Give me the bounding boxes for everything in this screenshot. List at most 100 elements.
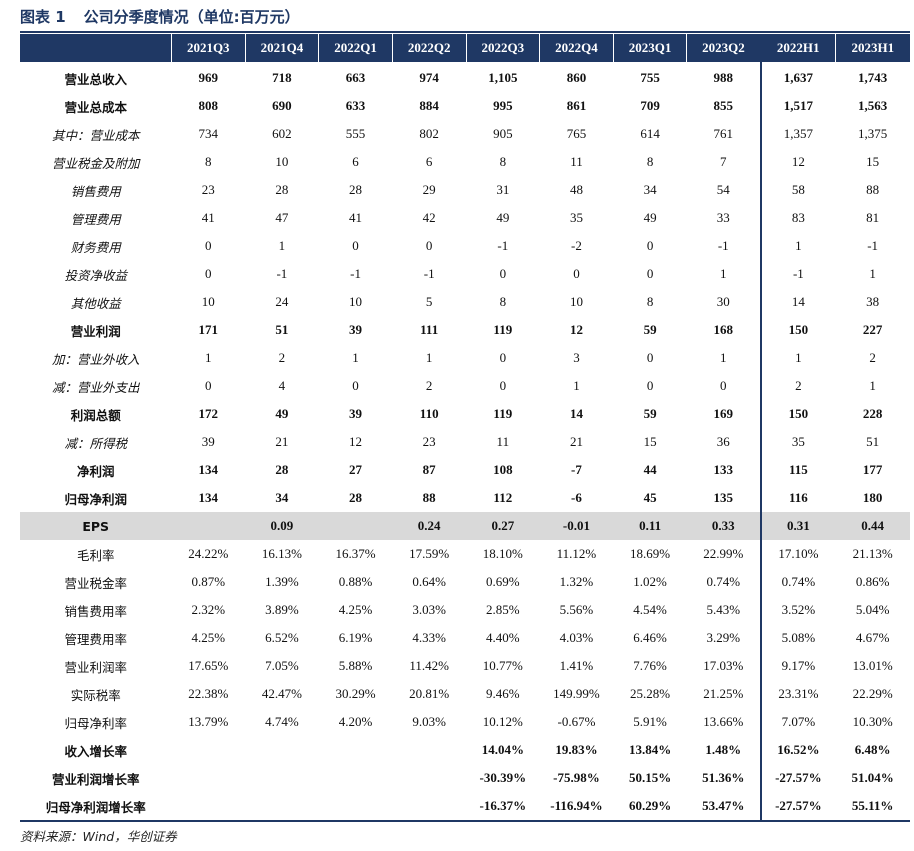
table-cell: 0.74% (706, 574, 741, 589)
table-cell: 11 (496, 434, 510, 449)
table-cell: 51 (275, 322, 289, 337)
column-header: 2023H1 (834, 34, 910, 62)
table-cell: 0 (205, 266, 212, 281)
table-cell: 17.65% (188, 658, 229, 673)
table-cell: 38 (866, 294, 880, 309)
table-cell: 1,517 (759, 92, 836, 120)
table-cell: 28 (275, 182, 289, 197)
row-label: 利润总额 (70, 407, 121, 423)
table-cell: 761 (713, 126, 733, 141)
table-cell: 8 (499, 294, 507, 309)
table-cell: 1 (869, 378, 876, 393)
table-cell: 14 (759, 288, 836, 316)
row-label: 管理费用 (70, 211, 121, 227)
table-row: 归母净利润增长率 -16.37% -116.94% 60.29% 53.47% -27.5… (20, 792, 910, 820)
table-cell: 10 (569, 294, 583, 309)
column-header: 2021Q4 (244, 34, 319, 62)
table-cell: 1,375 (857, 126, 888, 141)
row-label: 归母净利率 (64, 715, 127, 731)
table-cell: 0.74% (759, 568, 836, 596)
table-cell: 0 (646, 238, 654, 253)
table-cell: 51.36% (702, 770, 745, 785)
table-cell: 8 (646, 294, 654, 309)
table-cell (318, 512, 393, 540)
table-cell: 17.59% (409, 546, 450, 561)
table-cell: 633 (345, 98, 366, 113)
table-row: 营业总成本 808 690 633 884 995 861 709 855 1,517 1,563 (20, 92, 910, 120)
table-cell: 12 (349, 434, 363, 449)
table-cell: 969 (198, 70, 219, 85)
table-cell: 81 (866, 210, 880, 225)
table-cell: 1 (719, 350, 727, 365)
table-cell: 1 (278, 238, 286, 253)
table-cell: 51.04% (851, 770, 894, 785)
table-cell: 4.25% (191, 630, 226, 645)
column-header: 2023Q2 (686, 34, 761, 62)
table-cell (171, 736, 245, 764)
table-cell (245, 736, 319, 764)
table-cell: 110 (419, 406, 439, 421)
table-cell: 718 (272, 70, 292, 85)
row-label: 减：所得税 (64, 435, 127, 451)
table-cell: 10 (201, 294, 215, 309)
table-cell: 884 (419, 98, 439, 113)
table-cell: 1 (759, 344, 836, 372)
table-cell: 6.19% (338, 630, 373, 645)
table-cell: -116.94% (550, 798, 603, 813)
table-cell: 3.29% (706, 630, 741, 645)
table-cell: 34 (275, 490, 289, 505)
table-cell: 765 (566, 126, 587, 141)
row-label: 收入增长率 (64, 743, 127, 759)
table-cell: 33 (716, 210, 730, 225)
table-cell: 39 (349, 322, 363, 337)
table-cell: 1 (205, 350, 212, 365)
table-cell: 0 (205, 378, 212, 393)
table-cell: 1.32% (559, 574, 594, 589)
table-cell: 49 (643, 210, 657, 225)
table-cell: 1.48% (705, 742, 742, 757)
table-cell: 4.03% (559, 630, 594, 645)
figure-label: 图表 1 (20, 8, 66, 26)
table-cell: 734 (198, 126, 219, 141)
table-cell (245, 764, 319, 792)
table-cell: 690 (272, 98, 292, 113)
table-cell: -6 (571, 490, 582, 505)
table-cell: 0.44 (835, 512, 910, 540)
table-row: 其中：营业成本 734 602 555 802 905 765 614 761 1,357 1,37… (20, 120, 910, 148)
table-cell: 855 (713, 98, 733, 113)
table-row: 营业税金及附加 8 10 6 6 8 11 8 7 12 15 (20, 148, 910, 176)
table-cell: 988 (713, 70, 733, 85)
source-note: 资料来源：Wind，华创证券 (20, 829, 177, 844)
table-cell: 6 (352, 154, 359, 169)
table-cell: 42.47% (261, 686, 302, 701)
table-cell: 1 (425, 350, 433, 365)
table-cell (392, 792, 466, 820)
table-cell: -7 (571, 462, 582, 477)
table-row: 毛利率 24.22% 16.13% 16.37% 17.59% 18.10% 11.12% 1… (20, 540, 910, 568)
header-stub (20, 34, 172, 62)
table-row: 营业总收入 969 718 663 974 1,105 860 755 988 1,637 1,74… (20, 62, 910, 92)
table-row: 营业利润增长率 -30.39% -75.98% 50.15% 51.36% -27.57%… (20, 764, 910, 792)
table-cell: 135 (713, 490, 733, 505)
table-cell: 0 (499, 266, 507, 281)
table-cell: 18.10% (482, 546, 523, 561)
table-cell: 4 (278, 378, 286, 393)
header-row: 2021Q3 2021Q4 2022Q1 2022Q2 2022Q3 2022Q4 2023… (20, 34, 910, 62)
table-cell: 5.04% (855, 602, 890, 617)
table-cell: 23.31% (759, 680, 836, 708)
table-cell: 7.05% (265, 658, 299, 673)
row-label: 其中：营业成本 (51, 127, 140, 143)
table-cell: 14.04% (481, 742, 524, 757)
table-cell: 12 (759, 148, 836, 176)
table-cell: 1.41% (559, 658, 594, 673)
table-cell: 6 (425, 154, 433, 169)
table-cell: 0.09 (245, 512, 319, 540)
table-cell: 19.83% (555, 742, 598, 757)
table-cell: 39 (349, 406, 363, 421)
table-row: 利润总额 172 49 39 110 119 14 59 169 150 228 (20, 400, 910, 428)
table-cell: 13.66% (703, 714, 744, 729)
table-cell: 9.46% (486, 686, 520, 701)
table-cell: 5 (425, 294, 433, 309)
table-cell: 0.87% (191, 574, 226, 589)
table-cell: -30.39% (479, 770, 527, 785)
